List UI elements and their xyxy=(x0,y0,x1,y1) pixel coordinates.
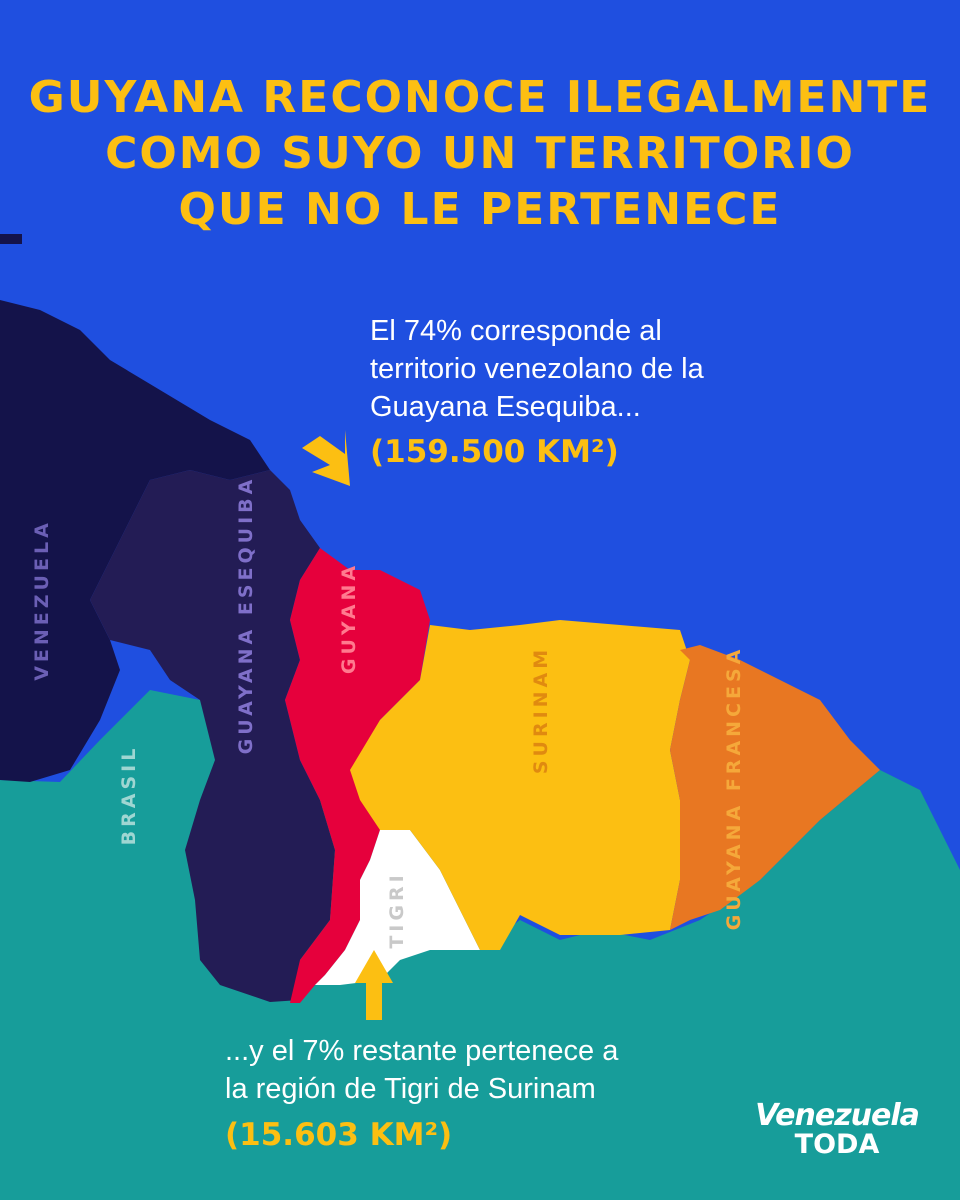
label-guyana: GUYANA xyxy=(338,561,360,675)
annotation-top-line-3: Guayana Esequiba... xyxy=(370,391,641,423)
annotation-bottom-line-2: la región de Tigri de Surinam xyxy=(225,1073,596,1105)
region-venezuela xyxy=(0,300,270,782)
region-surinam xyxy=(350,620,690,950)
label-venezuela: VENEZUELA xyxy=(31,519,53,681)
arrow-up-right-icon xyxy=(302,430,350,486)
label-tigri: TIGRI xyxy=(386,871,408,949)
label-guayana-esequiba: GUAYANA ESEQUIBA xyxy=(235,475,257,755)
region-guayana-francesa xyxy=(670,645,880,930)
title-line-2: COMO SUYO UN TERRITORIO xyxy=(105,128,855,179)
page-title: GUYANA RECONOCE ILEGALMENTE COMO SUYO UN… xyxy=(0,70,960,238)
title-line-1: GUYANA RECONOCE ILEGALMENTE xyxy=(28,72,932,123)
annotation-bottom-text: ...y el 7% restante pertenece a la regió… xyxy=(225,1032,618,1108)
annotation-bottom-area: (15.603 KM²) xyxy=(225,1117,453,1153)
annotation-top-line-2: territorio venezolano de la xyxy=(370,353,704,385)
label-brasil: BRASIL xyxy=(118,744,140,846)
region-tigri xyxy=(315,830,480,985)
region-guayana-esequiba xyxy=(90,470,335,1002)
annotation-top-text: El 74% corresponde al territorio venezol… xyxy=(370,312,704,426)
title-line-3: QUE NO LE PERTENECE xyxy=(178,184,782,235)
arrow-up-icon xyxy=(355,950,393,1020)
coast-notch xyxy=(0,234,22,244)
label-surinam: SURINAM xyxy=(530,645,552,775)
logo-line-2: TODA xyxy=(794,1129,880,1160)
annotation-top-area: (159.500 KM²) xyxy=(370,434,619,470)
annotation-top-line-1: El 74% corresponde al xyxy=(370,315,662,347)
label-guayana-francesa: GUAYANA FRANCESA xyxy=(723,645,745,931)
brand-logo: Venezuela TODA xyxy=(752,1098,922,1160)
logo-line-1: Venezuela xyxy=(755,1098,920,1133)
annotation-bottom-line-1: ...y el 7% restante pertenece a xyxy=(225,1035,619,1067)
